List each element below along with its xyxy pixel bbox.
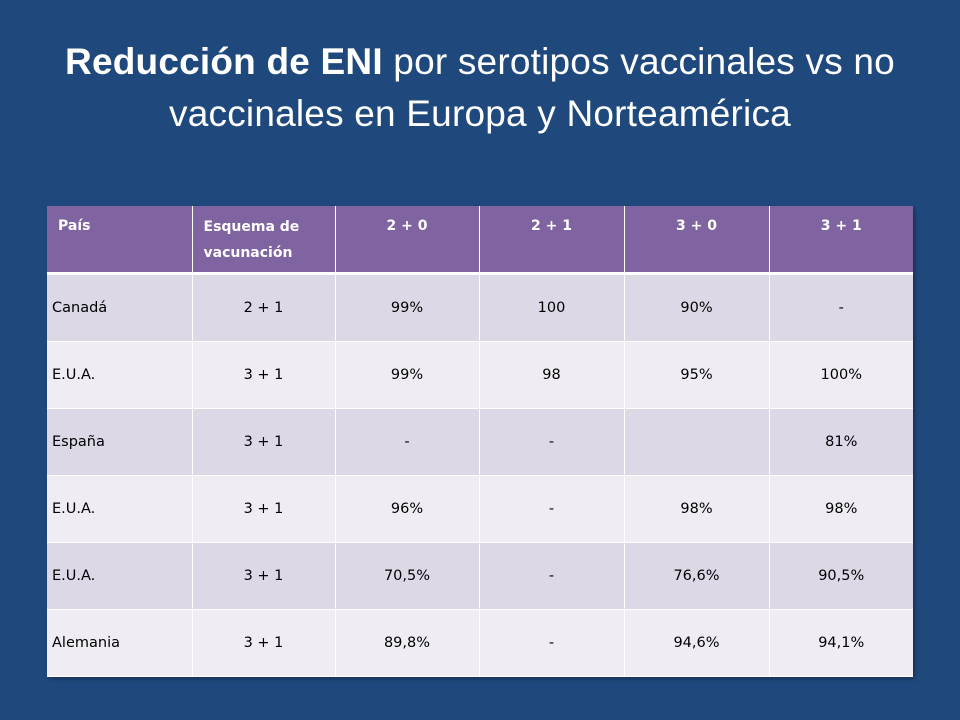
header-3-0: 3 + 0	[624, 206, 770, 275]
cell-3-1: 94,1%	[769, 609, 913, 677]
slide-title: Reducción de ENI por serotipos vaccinale…	[40, 36, 920, 140]
cell-3-0: 76,6%	[624, 542, 770, 610]
cell-2-0: -	[335, 408, 480, 476]
header-scheme: Esquema de vacunación	[192, 206, 336, 275]
cell-country: España	[47, 408, 193, 476]
cell-3-1: -	[769, 273, 913, 342]
cell-2-1: -	[479, 408, 625, 476]
table-row: E.U.A. 3 + 1 70,5% - 76,6% 90,5%	[47, 542, 913, 610]
cell-scheme: 3 + 1	[192, 609, 336, 677]
header-2-1: 2 + 1	[479, 206, 625, 275]
table-header-row: País Esquema de vacunación 2 + 0 2 + 1 3…	[47, 206, 913, 275]
cell-country: E.U.A.	[47, 475, 193, 543]
cell-2-0: 70,5%	[335, 542, 480, 610]
title-bold-part: Reducción de ENI	[65, 41, 383, 82]
table-row: Canadá 2 + 1 99% 100 90% -	[47, 273, 913, 342]
table-row: E.U.A. 3 + 1 99% 98 95% 100%	[47, 341, 913, 409]
cell-scheme: 3 + 1	[192, 341, 336, 409]
cell-3-0: 98%	[624, 475, 770, 543]
cell-scheme: 2 + 1	[192, 273, 336, 342]
cell-2-0: 99%	[335, 341, 480, 409]
cell-3-1: 100%	[769, 341, 913, 409]
table-row: España 3 + 1 - - 81%	[47, 408, 913, 476]
cell-2-1: 100	[479, 273, 625, 342]
cell-3-0	[624, 408, 770, 476]
cell-country: Alemania	[47, 609, 193, 677]
cell-2-1: -	[479, 542, 625, 610]
cell-3-0: 94,6%	[624, 609, 770, 677]
cell-2-0: 89,8%	[335, 609, 480, 677]
table-row: E.U.A. 3 + 1 96% - 98% 98%	[47, 475, 913, 543]
cell-3-0: 95%	[624, 341, 770, 409]
title-rest-part: por serotipos vaccinales vs no vaccinale…	[169, 41, 895, 134]
header-2-0: 2 + 0	[335, 206, 480, 275]
header-3-1: 3 + 1	[769, 206, 913, 275]
cell-3-1: 81%	[769, 408, 913, 476]
cell-scheme: 3 + 1	[192, 408, 336, 476]
cell-2-0: 96%	[335, 475, 480, 543]
cell-2-1: -	[479, 475, 625, 543]
cell-country: E.U.A.	[47, 542, 193, 610]
vaccination-table: País Esquema de vacunación 2 + 0 2 + 1 3…	[47, 206, 913, 677]
cell-scheme: 3 + 1	[192, 475, 336, 543]
cell-3-0: 90%	[624, 273, 770, 342]
cell-3-1: 90,5%	[769, 542, 913, 610]
cell-country: Canadá	[47, 273, 193, 342]
cell-scheme: 3 + 1	[192, 542, 336, 610]
cell-2-0: 99%	[335, 273, 480, 342]
header-country: País	[47, 206, 193, 275]
cell-3-1: 98%	[769, 475, 913, 543]
cell-2-1: -	[479, 609, 625, 677]
cell-2-1: 98	[479, 341, 625, 409]
cell-country: E.U.A.	[47, 341, 193, 409]
table-row: Alemania 3 + 1 89,8% - 94,6% 94,1%	[47, 609, 913, 677]
